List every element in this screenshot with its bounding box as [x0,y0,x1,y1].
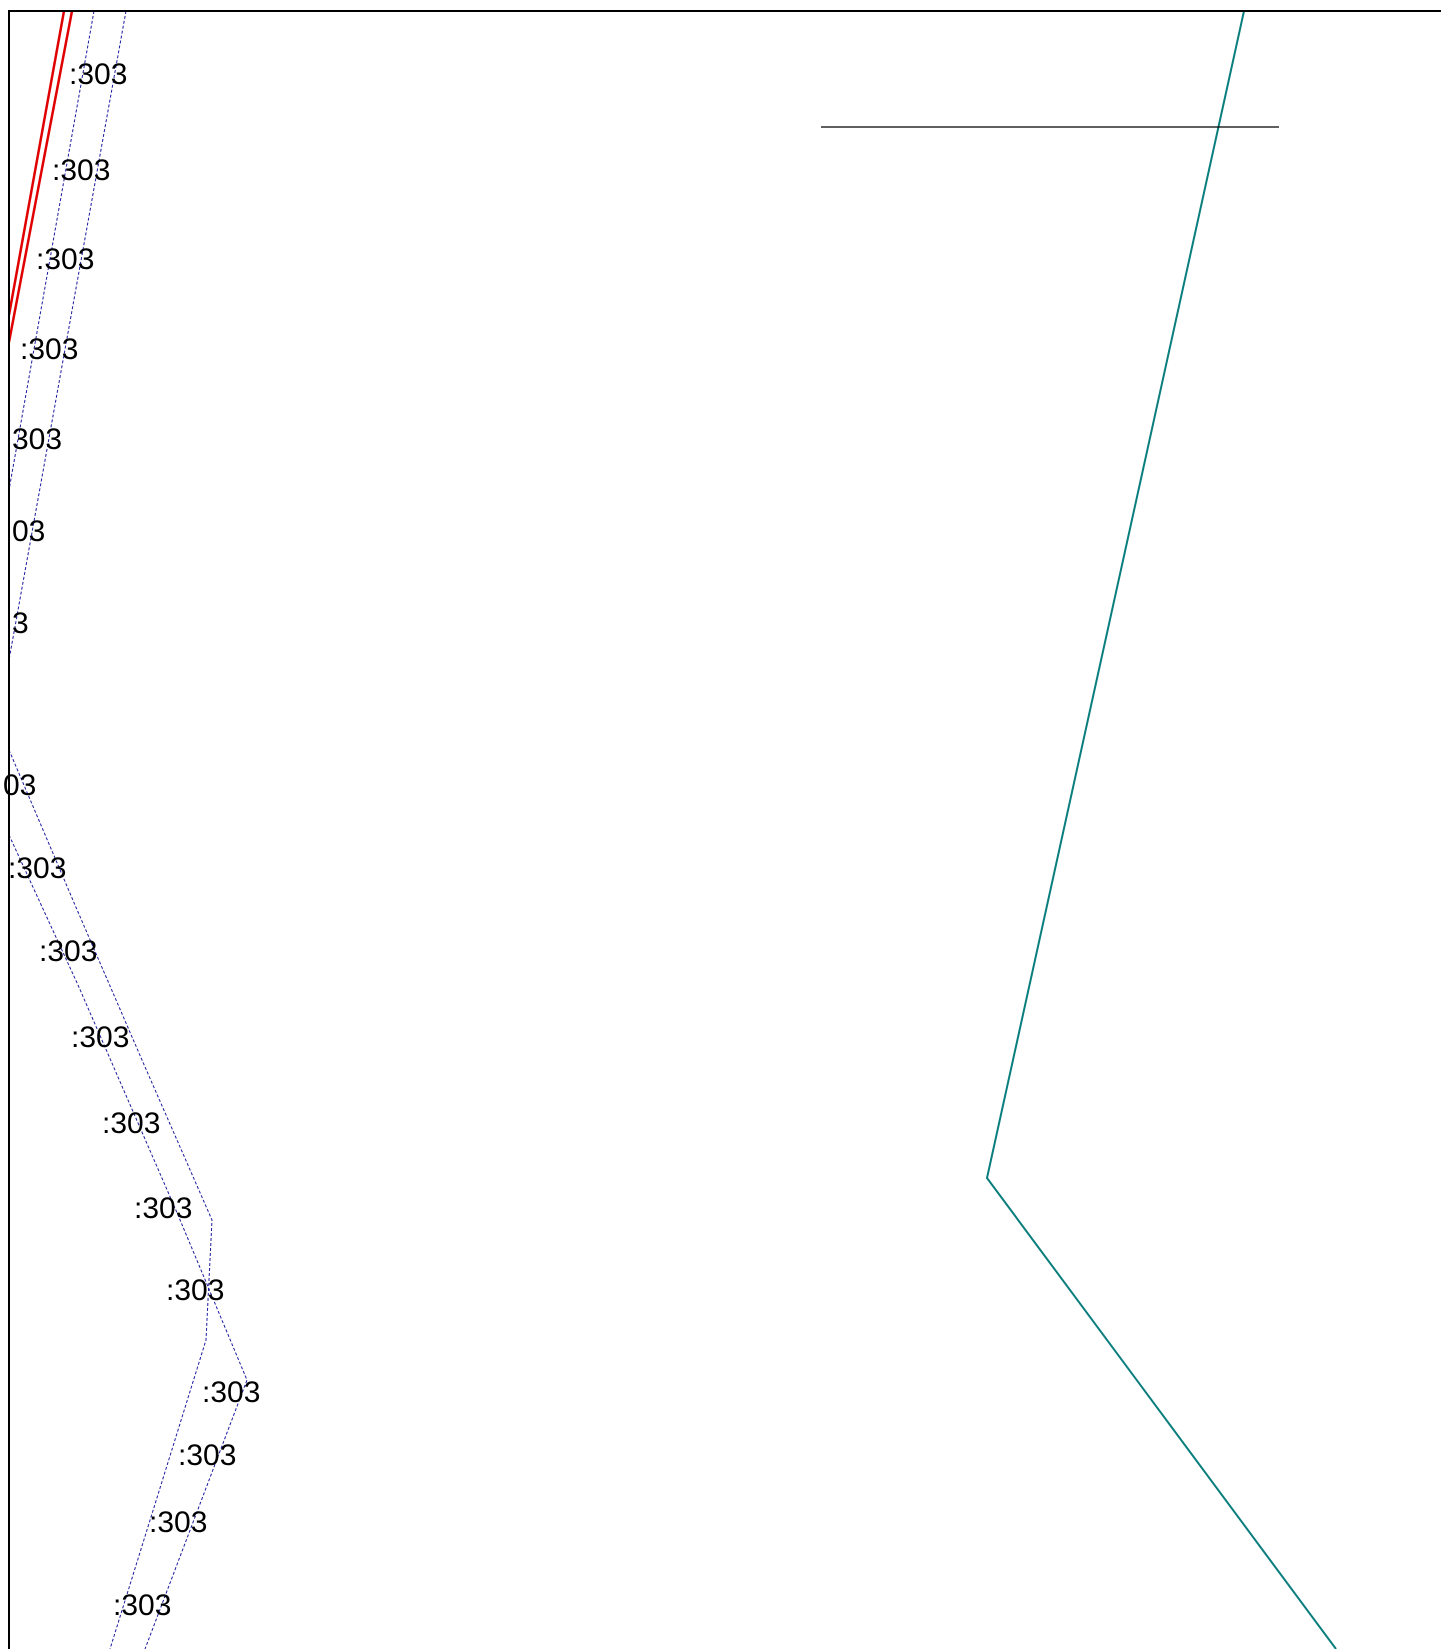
map-label: :303 [8,852,66,885]
map-label: :303 [134,1192,192,1225]
map-label: 303 [12,423,62,456]
map-label: :303 [69,58,127,91]
red-line-b [9,11,74,343]
blue-dashed-line-c [9,749,213,1649]
map-label: :303 [202,1376,260,1409]
map-label: :303 [39,935,97,968]
teal-line [985,11,1337,1649]
map-label: :303 [36,243,94,276]
map-label: :303 [71,1021,129,1054]
blue-dashed-line-a [9,11,95,491]
map-label: :303 [149,1506,207,1539]
map-label: 03 [3,769,36,802]
map-label: :303 [52,154,110,187]
red-line-a [9,11,66,316]
map-labels: :303 :303 :303 :303 303 03 3 03 :303 :30… [3,58,260,1622]
map-label: :303 [102,1107,160,1140]
map-label: :303 [178,1439,236,1472]
map-label: :303 [20,333,78,366]
map-label: :303 [113,1589,171,1622]
map-frame [8,10,1441,1649]
map-label: :303 [166,1274,224,1307]
map-label: 03 [12,515,45,548]
map-label: 3 [12,607,29,640]
blue-dashed-line-d [9,834,248,1649]
